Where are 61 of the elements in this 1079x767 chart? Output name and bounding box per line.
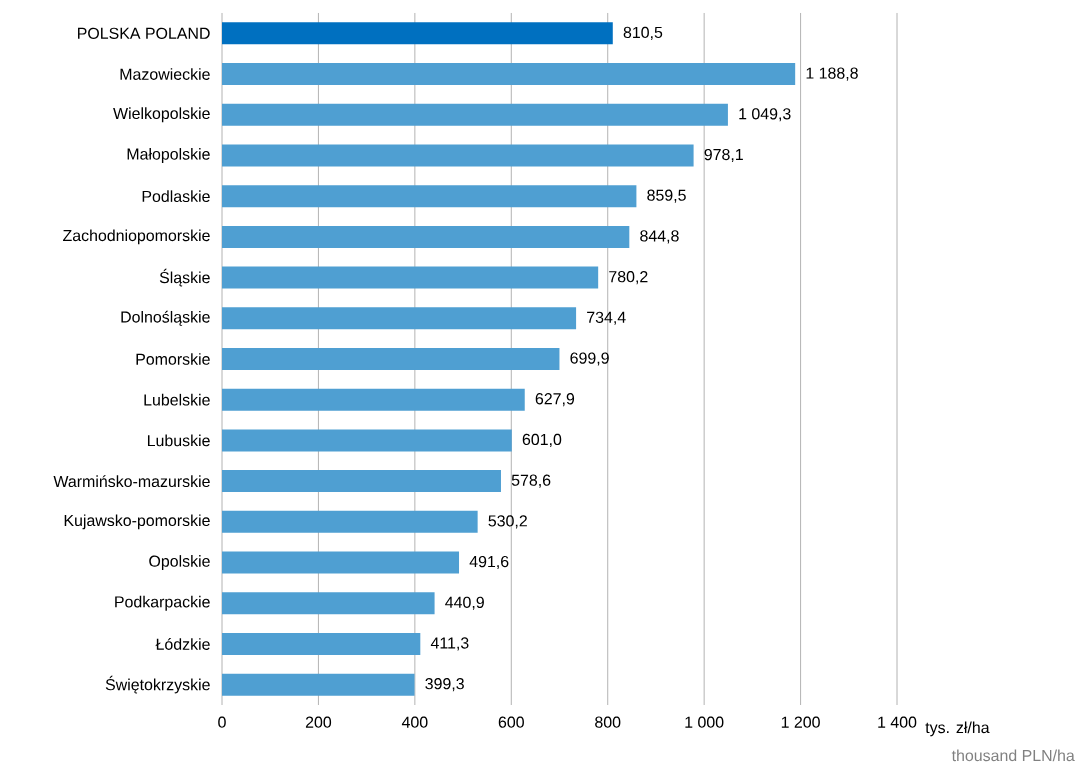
- bar: [222, 388, 525, 411]
- y-tick-label: Zachodniopomorskie: [63, 229, 210, 245]
- y-tick-label: Wielkopolskie: [113, 107, 210, 123]
- data-label: 810,5: [623, 26, 663, 40]
- bar: [222, 103, 728, 126]
- data-label: 859,5: [647, 189, 686, 203]
- bar: [222, 144, 694, 167]
- text: thousand PLN/ha: [951, 749, 1075, 762]
- y-tick-label: Łódzkie: [155, 638, 210, 650]
- data-label: 440,9: [445, 596, 484, 610]
- bar: [222, 551, 460, 574]
- data-label: 627,9: [535, 393, 575, 407]
- bar: [222, 429, 512, 452]
- data-label: 844,8: [640, 230, 679, 244]
- y-tick-label: Podkarpackie: [115, 595, 210, 611]
- bar: [222, 632, 421, 655]
- bar: [222, 348, 560, 370]
- x-tick-label: 800: [595, 716, 621, 728]
- y-tick-label: Kujawsko-pomorskie: [64, 514, 210, 530]
- x-tick-label: 1 400: [878, 716, 917, 728]
- bar: [222, 673, 415, 696]
- y-tick-label: Dolnośląskie: [121, 310, 210, 326]
- y-tick-label: POLSKA POLAND: [78, 27, 210, 39]
- bar: [222, 592, 435, 615]
- bar: [222, 185, 637, 208]
- y-tick-label: Opolskie: [149, 555, 210, 570]
- x-tick-label: 400: [401, 716, 428, 728]
- x-tick-label: 1 200: [781, 716, 820, 728]
- bar: [222, 470, 501, 493]
- data-label: 399,3: [425, 678, 464, 692]
- x-axis-title: tys. zł/ha: [925, 721, 990, 737]
- y-tick-label: Lubelskie: [144, 393, 210, 406]
- data-label: 1 188,8: [806, 67, 858, 81]
- x-tick-label: 1 000: [685, 716, 724, 728]
- x-tick-label: 200: [305, 716, 332, 728]
- data-label: 978,1: [704, 148, 743, 163]
- y-tick-label: Pomorskie: [136, 353, 210, 365]
- bar: [222, 22, 613, 45]
- data-label: 734,4: [587, 311, 626, 325]
- data-label: 699,9: [570, 352, 609, 366]
- y-tick-label: Warmińsko-mazurskie: [53, 475, 210, 488]
- bar: [222, 307, 577, 330]
- x-tick-label: 600: [498, 716, 524, 728]
- data-label: 601,0: [522, 433, 562, 447]
- data-label: 530,2: [488, 515, 527, 529]
- bar: [222, 63, 796, 86]
- y-tick-label: Lubuskie: [147, 434, 210, 447]
- y-tick-label: Mazowieckie: [120, 68, 210, 80]
- y-tick-label: Małopolskie: [127, 148, 210, 163]
- y-tick-label: Podlaskie: [142, 190, 210, 203]
- y-tick-label: Śląskie: [159, 268, 210, 287]
- bar: [222, 510, 478, 533]
- y-tick-label: Świętokrzyskie: [105, 675, 210, 694]
- x-tick-label: 0: [218, 716, 226, 728]
- data-label: 780,2: [609, 271, 648, 285]
- data-label: 491,6: [469, 555, 509, 570]
- data-label: 1 049,3: [739, 108, 791, 122]
- data-label: 578,6: [511, 474, 551, 488]
- data-label: 411,3: [430, 637, 469, 651]
- bar: [222, 225, 630, 248]
- bar: [222, 266, 599, 289]
